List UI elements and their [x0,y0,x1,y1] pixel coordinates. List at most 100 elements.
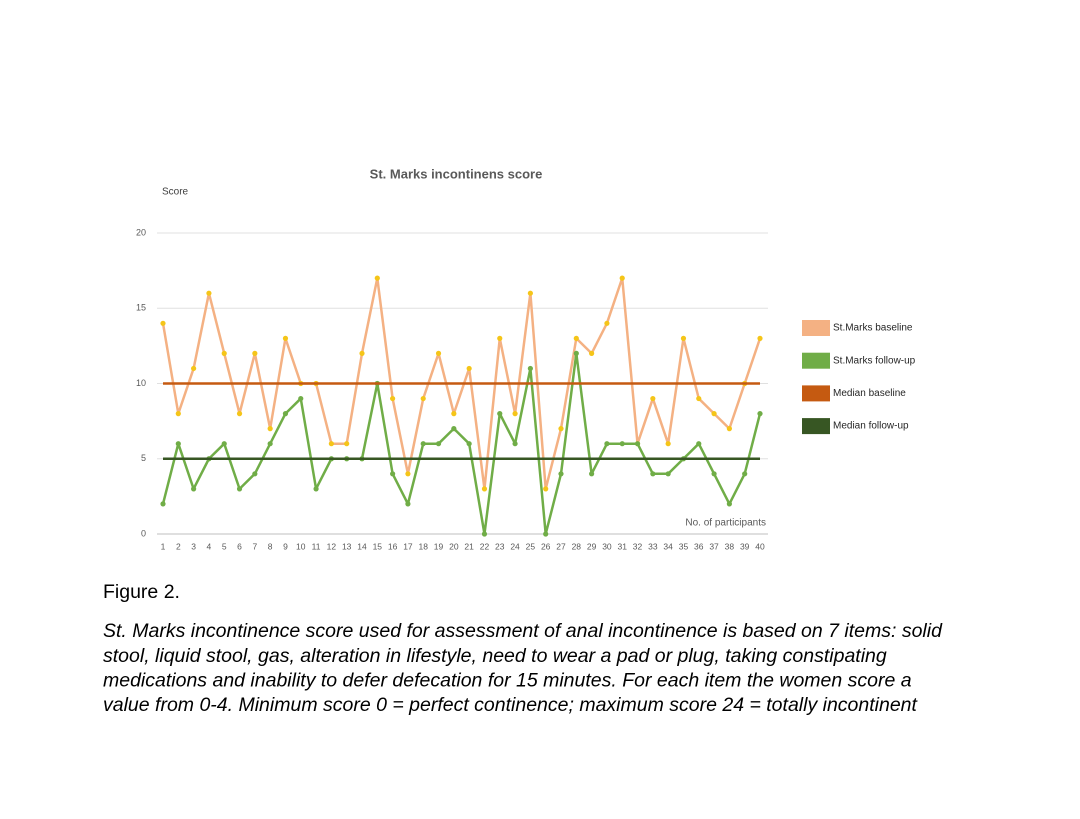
caption-line: St. Marks incontinence score used for as… [103,620,943,642]
x-tick-label: 7 [252,541,257,551]
data-point [282,411,289,417]
x-tick-label: 17 [403,541,413,551]
data-point [604,320,610,326]
data-point [252,350,258,356]
data-point [589,350,595,356]
x-tick-label: 36 [694,541,704,551]
data-point [359,350,365,356]
caption-line: medications and inability to defer defec… [103,669,912,691]
x-tick-label: 10 [296,541,306,551]
data-point [451,426,457,432]
data-point [619,441,625,447]
data-point [160,320,166,326]
data-point [680,335,687,341]
data-point [481,486,488,492]
legend-label: St.Marks baseline [833,323,913,334]
x-tick-label: 1 [161,541,166,551]
x-tick-label: 31 [617,541,627,551]
data-point [420,441,426,447]
data-point [344,441,350,447]
x-tick-label: 18 [418,541,428,551]
x-tick-label: 13 [342,541,352,551]
data-point [604,441,610,447]
y-tick-label: 15 [136,303,146,313]
data-point [543,486,549,492]
data-point [634,441,641,447]
data-point [573,335,579,341]
x-tick-label: 25 [526,541,536,551]
data-point [711,411,717,417]
legend-swatch [802,385,830,402]
x-tick-label: 12 [327,541,337,551]
data-point [619,275,625,281]
data-point [726,426,732,432]
data-point [650,395,656,402]
data-point [742,471,748,477]
x-tick-label: 6 [237,541,242,551]
x-tick-label: 23 [495,541,505,551]
data-point [175,441,181,447]
x-tick-label: 8 [268,541,273,551]
data-point [236,411,243,417]
data-point [665,471,671,477]
data-point [252,471,258,477]
x-tick-label: 35 [679,541,689,551]
x-tick-label: 37 [709,541,719,551]
data-point [328,441,334,447]
legend-label: St.Marks follow-up [833,355,916,366]
data-point [374,275,380,281]
data-point [711,471,717,477]
legend-label: Median follow-up [833,421,909,432]
data-point [696,395,702,402]
x-tick-label: 34 [663,541,673,551]
series-line [161,276,762,491]
data-point [696,441,702,447]
caption-line: stool, liquid stool, gas, alteration in … [103,645,887,667]
data-point [221,441,227,447]
data-point [405,471,411,477]
data-point [435,350,442,356]
x-tick-label: 15 [373,541,383,551]
x-tick-label: 4 [207,541,212,551]
x-tick-label: 40 [755,541,765,551]
data-point [191,486,197,492]
x-tick-label: 38 [725,541,735,551]
data-point [757,335,763,341]
x-tick-label: 16 [388,541,398,551]
data-point [298,395,304,402]
x-tick-label: 29 [587,541,597,551]
data-point [191,365,197,372]
data-point [512,441,518,447]
data-point [160,501,166,507]
y-tick-label: 10 [136,378,146,388]
data-point [726,501,732,507]
data-point [665,441,671,447]
data-point [650,471,656,477]
x-tick-label: 3 [191,541,196,551]
x-tick-label: 24 [510,541,520,551]
x-tick-label: 21 [464,541,474,551]
data-point [558,471,564,477]
x-tick-label: 33 [648,541,658,551]
data-point [313,486,319,492]
data-point [757,411,763,417]
data-point [497,335,503,341]
data-point [420,395,426,402]
data-point [558,426,564,432]
y-tick-label: 0 [141,528,146,538]
chart-title: St. Marks incontinens score [370,166,543,181]
data-point [497,411,503,417]
data-point [405,501,411,507]
legend-swatch [802,418,830,435]
y-tick-label: 20 [136,227,146,237]
x-tick-label: 11 [312,541,321,551]
data-point [543,531,549,537]
data-point [390,395,396,402]
data-point [481,531,488,537]
x-tick-label: 28 [572,541,582,551]
data-point [589,471,595,477]
caption-line: value from 0-4. Minimum score 0 = perfec… [103,694,919,716]
data-point [267,441,273,447]
x-tick-label: 9 [283,541,288,551]
